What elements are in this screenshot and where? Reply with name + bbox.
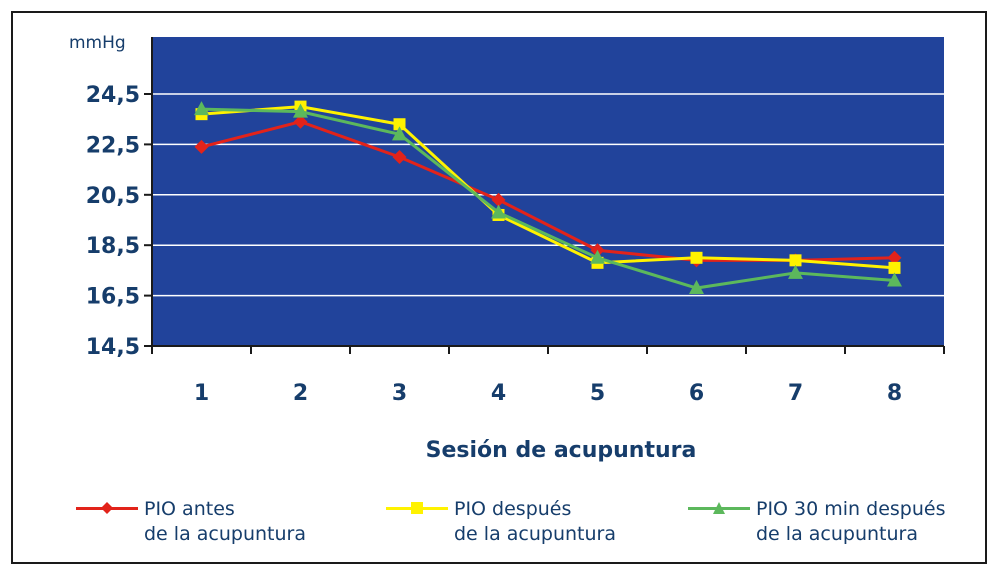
x-tick-label: 4	[491, 381, 506, 406]
data-point	[888, 261, 901, 274]
y-tick-label: 22,5	[86, 133, 140, 158]
data-point	[789, 254, 802, 267]
y-unit-label: mmHg	[69, 33, 126, 53]
legend-item-pio-antes: PIO antes de la acupuntura	[76, 497, 306, 547]
triangle-marker-icon	[713, 502, 725, 514]
data-point	[392, 150, 407, 164]
y-tick-label: 18,5	[86, 234, 140, 259]
legend-swatch-yellow	[386, 499, 448, 517]
gridlines	[152, 93, 944, 297]
series-line	[201, 107, 895, 290]
legend-label-line2: de la acupuntura	[756, 523, 918, 545]
plot-area	[152, 37, 944, 346]
x-tick-label: 6	[689, 381, 704, 406]
square-marker-icon	[411, 502, 423, 514]
data-point	[491, 192, 506, 207]
data-point	[689, 280, 704, 295]
data-point	[690, 251, 703, 264]
data-point	[491, 204, 506, 219]
y-tick-label: 24,5	[86, 83, 140, 108]
y-tick-label: 14,5	[86, 335, 140, 360]
legend-label-line1: PIO antes	[144, 498, 235, 520]
series-3	[194, 101, 902, 295]
x-tick-label: 2	[293, 381, 308, 406]
data-point	[788, 264, 803, 279]
data-point	[392, 126, 407, 141]
legend-swatch-green	[688, 499, 750, 517]
legend-swatch-red	[76, 499, 138, 517]
y-tick-labels: 24,5 22,5 20,5 18,5 16,5 14,5	[86, 83, 140, 360]
data-point	[393, 118, 406, 131]
x-axis-title: Sesión de acupuntura	[426, 438, 697, 463]
series-layer	[194, 100, 902, 295]
data-point	[887, 250, 902, 265]
legend-label-line1: PIO 30 min después	[756, 498, 946, 520]
x-tick-label: 8	[887, 381, 902, 406]
legend-item-pio-despues: PIO después de la acupuntura	[386, 497, 616, 547]
legend-label-line2: de la acupuntura	[144, 523, 306, 545]
data-point	[293, 114, 308, 129]
series-line	[201, 105, 895, 270]
data-point	[590, 249, 605, 264]
y-tick-label: 20,5	[86, 184, 140, 209]
x-tick-label: 1	[194, 381, 209, 406]
diamond-marker-icon	[101, 502, 113, 514]
y-tick-label: 16,5	[86, 285, 140, 310]
x-tick-label: 3	[392, 381, 407, 406]
data-point	[194, 139, 209, 154]
x-tick-labels: 1 2 3 4 5 6 7 8	[194, 381, 902, 406]
legend-item-pio-30-min: PIO 30 min después de la acupuntura	[688, 497, 945, 547]
axis-ticks	[144, 93, 945, 354]
x-tick-label: 5	[590, 381, 605, 406]
legend-label-line1: PIO después	[454, 498, 572, 520]
x-tick-label: 7	[788, 381, 803, 406]
data-point	[293, 103, 308, 118]
legend-label-line2: de la acupuntura	[454, 523, 616, 545]
data-point	[887, 272, 902, 287]
data-point	[194, 101, 209, 116]
